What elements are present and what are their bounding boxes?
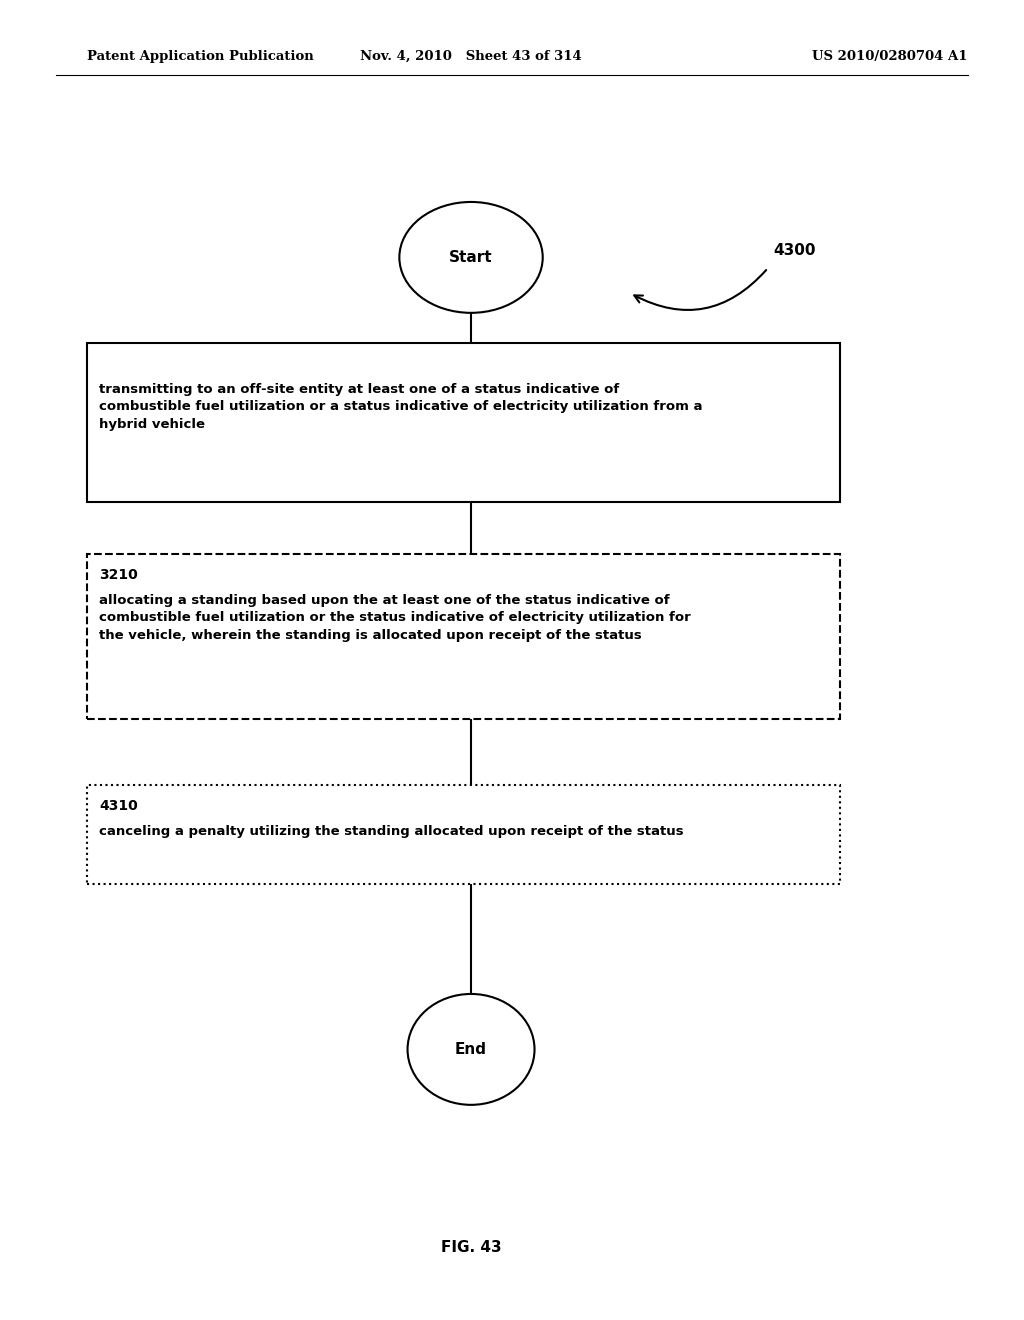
Text: Nov. 4, 2010   Sheet 43 of 314: Nov. 4, 2010 Sheet 43 of 314 <box>360 50 582 63</box>
Text: 3210: 3210 <box>99 568 138 582</box>
Ellipse shape <box>408 994 535 1105</box>
Text: transmitting to an off-site entity at least one of a status indicative of
combus: transmitting to an off-site entity at le… <box>99 383 702 430</box>
Text: FIG. 43: FIG. 43 <box>440 1239 502 1255</box>
Text: canceling a penalty utilizing the standing allocated upon receipt of the status: canceling a penalty utilizing the standi… <box>99 825 684 838</box>
Text: End: End <box>455 1041 487 1057</box>
FancyArrowPatch shape <box>634 271 766 310</box>
Text: 4300: 4300 <box>773 243 816 259</box>
Bar <box>87 554 840 719</box>
Text: allocating a standing based upon the at least one of the status indicative of
co: allocating a standing based upon the at … <box>99 594 691 642</box>
Text: US 2010/0280704 A1: US 2010/0280704 A1 <box>812 50 968 63</box>
Text: 1110: 1110 <box>99 356 138 371</box>
Ellipse shape <box>399 202 543 313</box>
Text: 4310: 4310 <box>99 799 138 813</box>
Text: Start: Start <box>450 249 493 265</box>
Bar <box>87 343 840 502</box>
Text: Patent Application Publication: Patent Application Publication <box>87 50 313 63</box>
Bar <box>87 785 840 884</box>
